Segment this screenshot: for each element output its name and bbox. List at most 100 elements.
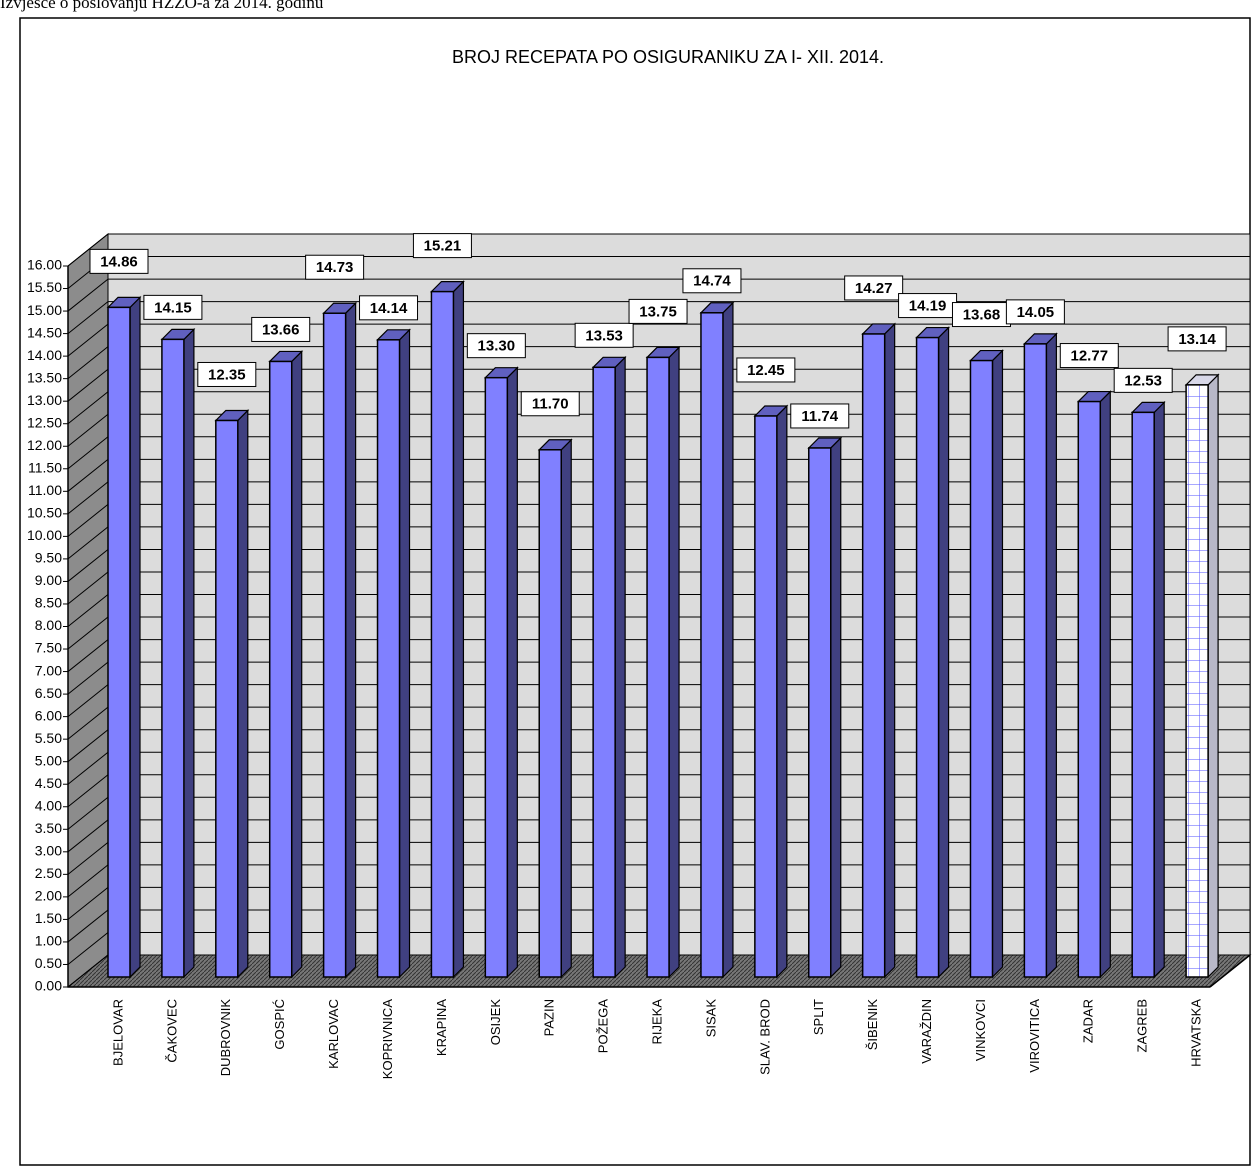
data-label-box [251, 316, 311, 342]
bar [1022, 332, 1058, 979]
y-tick-label: 11.00 [28, 482, 62, 498]
bar-front [430, 290, 455, 978]
y-tick-label: 1.50 [35, 910, 62, 926]
y-tick-label: 7.00 [35, 662, 62, 678]
bar-front [861, 333, 886, 978]
bar [861, 322, 897, 979]
bar-front [215, 419, 239, 978]
bar [1184, 373, 1220, 979]
bar [429, 280, 465, 979]
data-label-text: 13.75 [639, 303, 677, 320]
data-label: 13.53 [574, 322, 634, 348]
bar-front [484, 376, 509, 978]
bar-side [291, 349, 303, 979]
data-label-box [305, 254, 365, 280]
data-label-box [790, 403, 850, 429]
y-tick-label: 7.50 [35, 640, 62, 656]
x-tick-label: VARAŽDIN [919, 999, 934, 1064]
x-tick-label: SLAV. BROD [757, 999, 772, 1075]
x-tick-label: KARLOVAC [326, 999, 341, 1069]
data-label-text: 13.68 [963, 307, 1001, 324]
x-tick-label: OSIJEK [488, 999, 503, 1046]
bar-front [808, 447, 832, 978]
grid-line [67, 233, 1250, 267]
data-label-text: 14.27 [855, 280, 893, 297]
bar-side [614, 355, 626, 979]
data-label-text: 13.53 [585, 327, 623, 344]
data-label: 14.05 [1005, 299, 1065, 325]
data-label-box [682, 268, 742, 294]
data-label-box [628, 298, 688, 324]
bar-side [776, 404, 788, 979]
data-label-box [143, 294, 203, 320]
bar-front [322, 312, 347, 978]
data-label-box [1059, 343, 1119, 369]
data-label: 14.73 [305, 254, 365, 280]
data-label-box [412, 233, 472, 259]
bar-side [398, 328, 411, 979]
x-tick-label: SISAK [703, 999, 718, 1038]
bar-front [376, 339, 401, 978]
data-label-text: 14.86 [100, 253, 138, 270]
bar-side [1045, 332, 1057, 979]
data-label-text: 12.77 [1071, 348, 1109, 365]
bar-front [1077, 400, 1102, 978]
x-tick-label: RIJEKA [649, 999, 664, 1045]
y-tick-label: 15.00 [27, 302, 62, 318]
data-label-text: 14.73 [316, 259, 354, 276]
bar [915, 326, 951, 979]
data-label-box [1113, 367, 1173, 393]
bar-front [538, 449, 562, 978]
bar-side [937, 326, 950, 979]
bar [699, 301, 735, 979]
y-tick-label: 3.00 [35, 843, 62, 859]
plot: 0.00 0.50 1.00 1.50 2.00 2.50 3.00 3.50 4.00 4.50… [27, 232, 1252, 1079]
bar-side [830, 436, 842, 979]
bar [537, 438, 573, 979]
y-tick-label: 15.50 [27, 279, 62, 295]
x-tick-label: HRVATSKA [1189, 999, 1204, 1067]
data-label: 13.66 [251, 316, 311, 342]
x-tick-label: PAZIN [542, 999, 557, 1036]
data-label-box [197, 361, 257, 387]
y-tick-label: 6.00 [35, 707, 62, 723]
data-label: 15.21 [412, 233, 472, 259]
bar [807, 436, 843, 979]
bar [969, 349, 1004, 979]
data-label-text: 12.53 [1124, 372, 1162, 389]
y-tick-label: 0.50 [35, 955, 62, 971]
y-tick-label: 10.00 [27, 527, 62, 543]
bar [483, 366, 519, 979]
data-label: 13.68 [951, 302, 1011, 328]
bar-front [1185, 384, 1209, 978]
data-label-text: 11.70 [532, 396, 569, 413]
data-label: 11.74 [790, 403, 850, 429]
x-tick-label: VINKOVCI [973, 999, 988, 1061]
bar-side [722, 301, 734, 979]
x-tick-label: KRAPINA [434, 999, 449, 1056]
bar [376, 328, 411, 979]
x-axis-end [1209, 954, 1251, 988]
x-tick-label: ČAKOVEC [164, 999, 179, 1063]
y-tick-label: 16.00 [27, 257, 62, 273]
data-label-text: 15.21 [424, 238, 462, 255]
bar [268, 349, 304, 979]
data-label: 12.45 [736, 357, 796, 383]
y-tick-label: 3.50 [35, 820, 62, 836]
y-tick-label: 13.00 [27, 392, 62, 408]
y-tick-label: 9.00 [35, 572, 62, 588]
bar-side [506, 366, 518, 979]
data-label-text: 12.35 [208, 366, 246, 383]
x-tick-label: VIROVITICA [1027, 999, 1042, 1073]
bar-front [1131, 411, 1155, 978]
data-label: 14.86 [89, 248, 149, 274]
y-tick-label: 4.50 [35, 775, 62, 791]
data-label-box [520, 391, 580, 417]
y-tick-label: 14.00 [27, 347, 62, 363]
data-label-box [844, 275, 904, 301]
x-tick-label: ZADAR [1081, 999, 1096, 1043]
y-tick-label: 6.50 [35, 685, 62, 701]
bar-front [754, 415, 778, 978]
x-tick-label: SPLIT [811, 999, 826, 1035]
bar-side [1099, 390, 1111, 979]
